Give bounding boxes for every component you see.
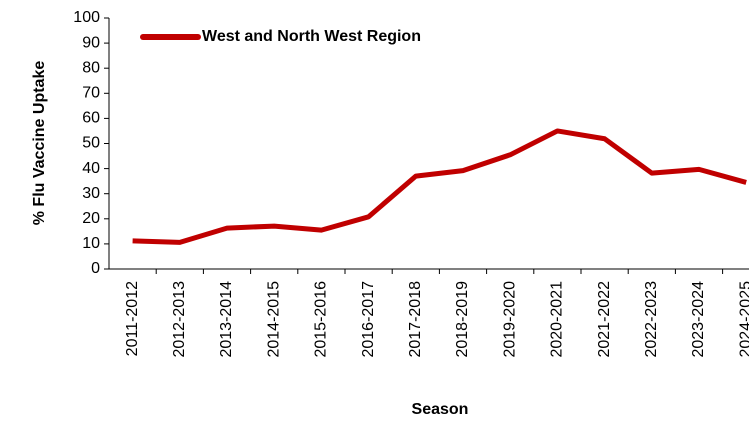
y-tick-label: 100 [73,9,100,26]
x-tick-label: 2017-2018 [407,281,424,358]
x-tick-label: 2019-2020 [501,281,518,358]
x-tick-label: 2023-2024 [690,281,707,358]
y-tick-label: 70 [82,85,100,102]
x-tick-label: 2016-2017 [360,281,377,358]
x-axis-title: Season [412,401,469,418]
x-tick-label: 2012-2013 [171,281,188,358]
y-tick-label: 40 [82,160,100,177]
data-line [132,128,747,245]
x-tick-label: 2021-2022 [596,281,613,358]
x-tick-label: 2022-2023 [643,281,660,358]
y-tick-label: 30 [82,185,100,202]
y-tick-label: 80 [82,59,100,76]
x-tick-label: 2013-2014 [218,281,235,358]
x-tick-label: 2024-2025 [737,281,749,358]
y-tick-label: 0 [91,260,100,277]
y-tick-label: 50 [82,135,100,152]
y-tick-label: 90 [82,34,100,51]
x-tick-label: 2011-2012 [124,281,141,356]
y-tick-label: 60 [82,110,100,127]
y-axis-title: % Flu Vaccine Uptake [31,61,48,226]
x-tick-label: 2018-2019 [454,281,471,358]
legend-label: West and North West Region [202,28,421,45]
x-tick-label: 2020-2021 [549,281,566,358]
x-tick-label: 2014-2015 [265,281,282,358]
y-tick-label: 10 [82,235,100,252]
x-tick-label: 2015-2016 [313,281,330,358]
y-tick-label: 20 [82,210,100,227]
